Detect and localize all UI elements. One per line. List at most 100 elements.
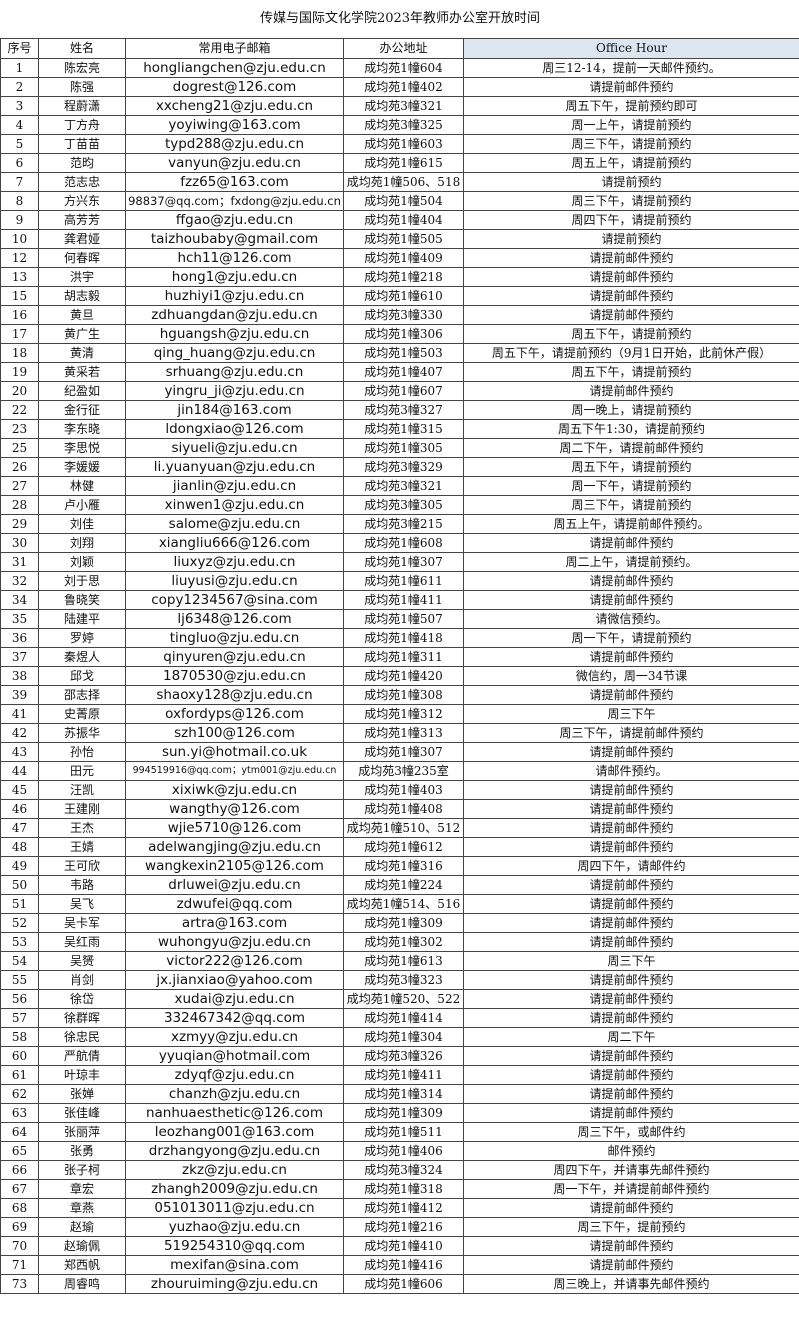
office-hour-cell: 请邮件预约。 xyxy=(462,760,799,781)
seq-cell: 41 xyxy=(0,703,39,724)
seq-cell: 58 xyxy=(0,1026,39,1047)
seq-cell: 37 xyxy=(0,646,39,667)
address-cell: 成均苑3幢321 xyxy=(343,475,464,496)
email-cell: taizhoubaby@gmail.com xyxy=(125,228,344,249)
office-hour-cell: 请提前预约 xyxy=(462,171,799,192)
teacher-row: 67 章宏 zhangh2009@zju.edu.cn 成均苑1幢318 周一下午，并请… xyxy=(0,1178,799,1199)
office-hour-cell: 周一下午，请提前预约 xyxy=(462,475,799,496)
seq-cell: 34 xyxy=(0,589,39,610)
email-cell: chanzh@zju.edu.cn xyxy=(125,1083,344,1104)
teacher-row: 61 叶琼丰 zdyqf@zju.edu.cn 成均苑1幢411 请提前邮件预约 xyxy=(0,1064,799,1085)
seq-cell: 69 xyxy=(0,1216,39,1237)
address-cell: 成均苑1幢305 xyxy=(343,437,464,458)
name-cell: 邵志择 xyxy=(38,684,126,705)
seq-cell: 13 xyxy=(0,266,39,287)
address-cell: 成均苑1幢420 xyxy=(343,665,464,686)
address-cell: 成均苑1幢313 xyxy=(343,722,464,743)
address-cell: 成均苑3幢329 xyxy=(343,456,464,477)
email-cell: xxcheng21@zju.edu.cn xyxy=(125,95,344,116)
teacher-row: 28 卢小雁 xinwen1@zju.edu.cn 成均苑3幢305 周三下午，请提前预… xyxy=(0,494,799,515)
name-cell: 王可欣 xyxy=(38,855,126,876)
seq-cell: 2 xyxy=(0,76,39,97)
address-cell: 成均苑3幢324 xyxy=(343,1159,464,1180)
teacher-row: 27 林健 jianlin@zju.edu.cn 成均苑3幢321 周一下午，请提前预约 xyxy=(0,475,799,496)
teacher-row: 25 李思悦 siyueli@zju.edu.cn 成均苑1幢305 周二下午，请提前邮… xyxy=(0,437,799,458)
office-hour-cell: 周一晚上，请提前预约 xyxy=(462,399,799,420)
seq-cell: 52 xyxy=(0,912,39,933)
email-cell: wjie5710@126.com xyxy=(125,817,344,838)
email-cell: zdwufei@qq.com xyxy=(125,893,344,914)
teacher-row: 2 陈强 dogrest@126.com 成均苑1幢402 请提前邮件预约 xyxy=(0,76,799,97)
name-cell: 李东晓 xyxy=(38,418,126,439)
teacher-row: 37 秦煜人 qinyuren@zju.edu.cn 成均苑1幢311 请提前邮件预约 xyxy=(0,646,799,667)
address-cell: 成均苑1幢409 xyxy=(343,247,464,268)
seq-cell: 27 xyxy=(0,475,39,496)
office-hour-cell: 请提前邮件预约 xyxy=(462,1197,799,1218)
teacher-row: 39 邵志择 shaoxy128@zju.edu.cn 成均苑1幢308 请提前邮件预约 xyxy=(0,684,799,705)
name-cell: 陈强 xyxy=(38,76,126,97)
email-cell: 98837@qq.com；fxdong@zju.edu.cn xyxy=(125,190,344,211)
office-hour-cell: 周三下午，请提前预约 xyxy=(462,494,799,515)
email-cell: siyueli@zju.edu.cn xyxy=(125,437,344,458)
email-cell: dogrest@126.com xyxy=(125,76,344,97)
office-hour-cell: 请提前邮件预约 xyxy=(462,836,799,857)
address-cell: 成均苑3幢330 xyxy=(343,304,464,325)
name-cell: 秦煜人 xyxy=(38,646,126,667)
office-hour-cell: 周五下午，请提前预约（9月1日开始，此前休产假） xyxy=(462,342,799,363)
address-cell: 成均苑1幢604 xyxy=(343,57,464,78)
office-hour-cell: 请提前邮件预约 xyxy=(462,893,799,914)
name-cell: 黄采若 xyxy=(38,361,126,382)
address-cell: 成均苑1幢304 xyxy=(343,1026,464,1047)
address-cell: 成均苑1幢608 xyxy=(343,532,464,553)
teacher-row: 5 丁苗苗 typd288@zju.edu.cn 成均苑1幢603 周三下午，请提前预约 xyxy=(0,133,799,154)
address-cell: 成均苑3幢235室 xyxy=(343,760,464,781)
name-cell: 徐岱 xyxy=(38,988,126,1009)
seq-cell: 47 xyxy=(0,817,39,838)
name-cell: 黄清 xyxy=(38,342,126,363)
office-hour-table: 传媒与国际文化学院2023年教师办公室开放时间 序号 姓名 常用电子邮箱 办公地… xyxy=(0,0,799,1294)
name-cell: 陈宏亮 xyxy=(38,57,126,78)
email-cell: xinwen1@zju.edu.cn xyxy=(125,494,344,515)
seq-cell: 65 xyxy=(0,1140,39,1161)
address-cell: 成均苑1幢404 xyxy=(343,209,464,230)
address-cell: 成均苑1幢408 xyxy=(343,798,464,819)
seq-cell: 20 xyxy=(0,380,39,401)
office-hour-cell: 请提前邮件预约 xyxy=(462,1007,799,1028)
name-cell: 高芳芳 xyxy=(38,209,126,230)
address-cell: 成均苑1幢218 xyxy=(343,266,464,287)
office-hour-cell: 周二下午 xyxy=(462,1026,799,1047)
seq-cell: 64 xyxy=(0,1121,39,1142)
email-cell: jin184@163.com xyxy=(125,399,344,420)
seq-cell: 30 xyxy=(0,532,39,553)
name-cell: 龚君娅 xyxy=(38,228,126,249)
name-cell: 罗婷 xyxy=(38,627,126,648)
office-hour-cell: 请提前邮件预约 xyxy=(462,817,799,838)
office-hour-cell: 周二下午，请提前邮件预约 xyxy=(462,437,799,458)
teacher-row: 36 罗婷 tingluo@zju.edu.cn 成均苑1幢418 周一下午，请提前预约 xyxy=(0,627,799,648)
office-hour-cell: 请提前邮件预约 xyxy=(462,1102,799,1123)
office-hour-cell: 周三12-14，提前一天邮件预约。 xyxy=(462,57,799,78)
address-cell: 成均苑1幢511 xyxy=(343,1121,464,1142)
office-hour-cell: 请提前邮件预约 xyxy=(462,1254,799,1275)
office-hour-cell: 周五上午，请提前邮件预约。 xyxy=(462,513,799,534)
seq-cell: 50 xyxy=(0,874,39,895)
seq-cell: 51 xyxy=(0,893,39,914)
office-hour-cell: 请提前邮件预约 xyxy=(462,570,799,591)
teacher-row: 47 王杰 wjie5710@126.com 成均苑1幢510、512 请提前邮件预约 xyxy=(0,817,799,838)
teacher-row: 16 黄旦 zdhuangdan@zju.edu.cn 成均苑3幢330 请提前邮件预约 xyxy=(0,304,799,325)
name-cell: 张婵 xyxy=(38,1083,126,1104)
name-cell: 丁方舟 xyxy=(38,114,126,135)
seq-cell: 10 xyxy=(0,228,39,249)
seq-cell: 7 xyxy=(0,171,39,192)
teacher-row: 53 吴红雨 wuhongyu@zju.edu.cn 成均苑1幢302 请提前邮件预约 xyxy=(0,931,799,952)
address-cell: 成均苑1幢311 xyxy=(343,646,464,667)
name-cell: 田元 xyxy=(38,760,126,781)
teacher-row: 50 韦路 drluwei@zju.edu.cn 成均苑1幢224 请提前邮件预约 xyxy=(0,874,799,895)
email-cell: wangkexin2105@126.com xyxy=(125,855,344,876)
seq-cell: 38 xyxy=(0,665,39,686)
teacher-row: 70 赵瑜佩 519254310@qq.com 成均苑1幢410 请提前邮件预约 xyxy=(0,1235,799,1256)
office-hour-cell: 请提前邮件预约 xyxy=(462,1045,799,1066)
name-cell: 严航倩 xyxy=(38,1045,126,1066)
seq-cell: 57 xyxy=(0,1007,39,1028)
seq-cell: 54 xyxy=(0,950,39,971)
